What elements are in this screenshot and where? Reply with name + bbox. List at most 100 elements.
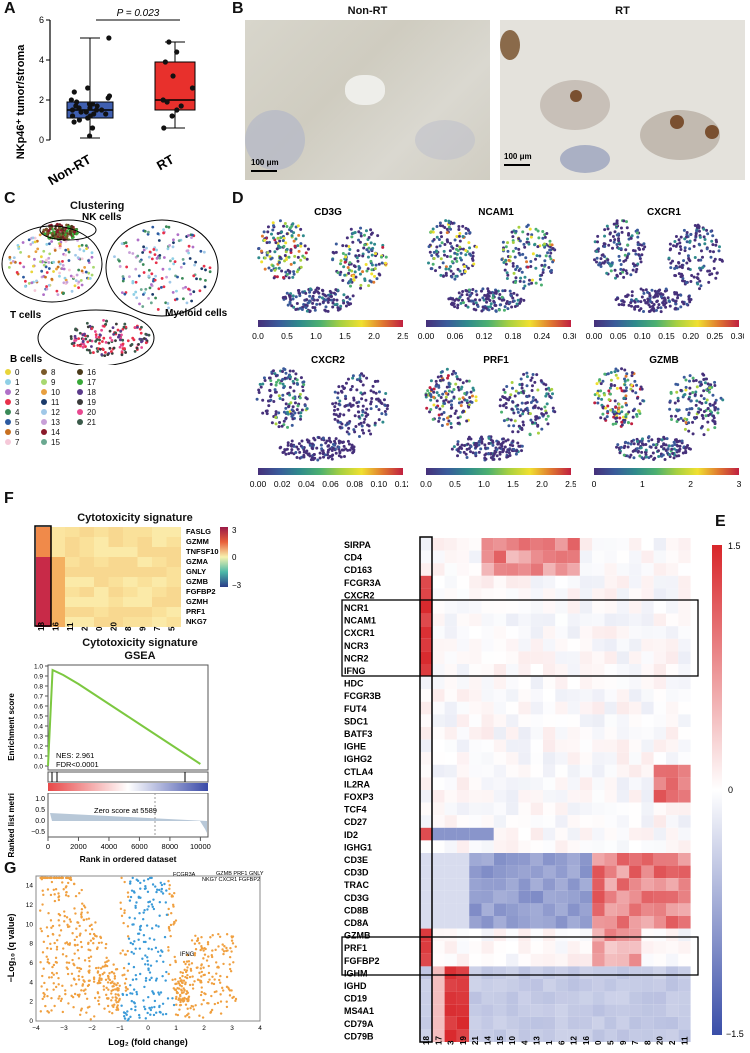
d-cell-dot (332, 443, 335, 446)
d-cell-dot (545, 392, 548, 395)
e-heat-cell (469, 664, 481, 677)
d-cell-dot (464, 270, 467, 273)
d-plot-title: CXCR1 (647, 207, 681, 218)
d-cell-dot (640, 253, 643, 256)
e-heat-cell (432, 702, 444, 715)
d-cell-dot (504, 391, 507, 394)
e-heat-cell (568, 551, 580, 564)
d-cell-dot (367, 256, 370, 259)
d-cell-dot (696, 283, 699, 286)
d-cell-dot (549, 252, 552, 255)
d-cell-dot (516, 404, 519, 407)
d-cell-dot (268, 377, 271, 380)
d-cell-dot (448, 383, 451, 386)
d-cell-dot (599, 389, 602, 392)
e-heat-cell (555, 601, 567, 614)
d-cell-dot (437, 376, 440, 379)
e-heat-cell (555, 765, 567, 778)
g-point (191, 962, 193, 964)
d-cell-dot (510, 418, 513, 421)
g-point (184, 969, 186, 971)
f-heat-cell (109, 587, 124, 597)
g-point (110, 992, 112, 994)
d-cell-dot (465, 380, 468, 383)
e-heat-cell (678, 664, 690, 677)
e-heat-cell (543, 651, 555, 664)
d-cell-dot (690, 407, 693, 410)
d-cell-dot (296, 244, 299, 247)
d-cell-dot (706, 270, 709, 273)
c-cell-dot (74, 284, 77, 287)
d-cell-dot (270, 269, 273, 272)
d-cell-dot (276, 247, 279, 250)
g-point (114, 977, 116, 979)
d-cell-dot (380, 256, 383, 259)
d-cell-dot (369, 432, 372, 435)
f-heat-cell (123, 527, 138, 537)
d-cell-dot (506, 418, 509, 421)
d-cell-dot (683, 229, 686, 232)
c-cell-dot (204, 285, 207, 288)
c-cell-dot (203, 251, 206, 254)
g-point (201, 991, 203, 993)
g-point (138, 912, 140, 914)
d-cell-dot (263, 376, 266, 379)
e-heat-cell (592, 777, 604, 790)
g-point (137, 939, 139, 941)
d-colorbar-tick: 0.18 (505, 331, 522, 341)
e-heat-cell (629, 626, 641, 639)
d-cell-dot (625, 220, 628, 223)
e-heat-cell (518, 689, 530, 702)
e-heat-cell (494, 840, 506, 853)
g-point (200, 994, 202, 996)
f-gene-label: FASLG (186, 527, 211, 536)
d-cell-dot (349, 285, 352, 288)
e-heat-cell (605, 740, 617, 753)
d-cell-dot (306, 438, 309, 441)
c-legend-swatch (41, 439, 47, 445)
f-xtick: 10000 (190, 842, 211, 851)
g-point (53, 877, 55, 879)
g-point (174, 989, 176, 991)
f-heatmap-title: Cytotoxicity signature (50, 512, 220, 524)
d-cell-dot (697, 224, 700, 227)
d-cell-dot (320, 444, 323, 447)
g-point (66, 961, 68, 963)
c-cell-dot (24, 285, 27, 288)
c-cell-dot (34, 240, 37, 243)
d-cell-dot (282, 383, 285, 386)
d-cell-dot (485, 301, 488, 304)
f-xtick: 2000 (70, 842, 87, 851)
g-point (104, 965, 106, 967)
g-point (213, 978, 215, 980)
d-cell-dot (674, 300, 677, 303)
g-point (144, 963, 146, 965)
d-cell-dot (522, 299, 525, 302)
d-cell-dot (596, 392, 599, 395)
d-cell-dot (483, 443, 486, 446)
d-cell-dot (466, 443, 469, 446)
e-heat-cell (506, 828, 518, 841)
g-point (222, 989, 224, 991)
d-cell-dot (544, 264, 547, 267)
c-cell-dot (56, 290, 59, 293)
g-point (162, 961, 164, 963)
c-cell-dot (76, 274, 79, 277)
d-cell-dot (438, 266, 441, 269)
d-cell-dot (509, 443, 512, 446)
d-cell-dot (684, 378, 687, 381)
d-cell-dot (305, 251, 308, 254)
g-point (131, 1000, 133, 1002)
g-point (71, 932, 73, 934)
d-cell-dot (471, 394, 474, 397)
d-cell-dot (498, 458, 501, 461)
d-cell-dot (654, 290, 657, 293)
e-heat-cell (580, 740, 592, 753)
a-point (169, 113, 174, 118)
g-point (43, 982, 45, 984)
e-heat-cell (605, 790, 617, 803)
d-cell-dot (456, 454, 459, 457)
e-heat-cell (506, 576, 518, 589)
d-cell-dot (531, 279, 534, 282)
g-point (173, 1004, 175, 1006)
